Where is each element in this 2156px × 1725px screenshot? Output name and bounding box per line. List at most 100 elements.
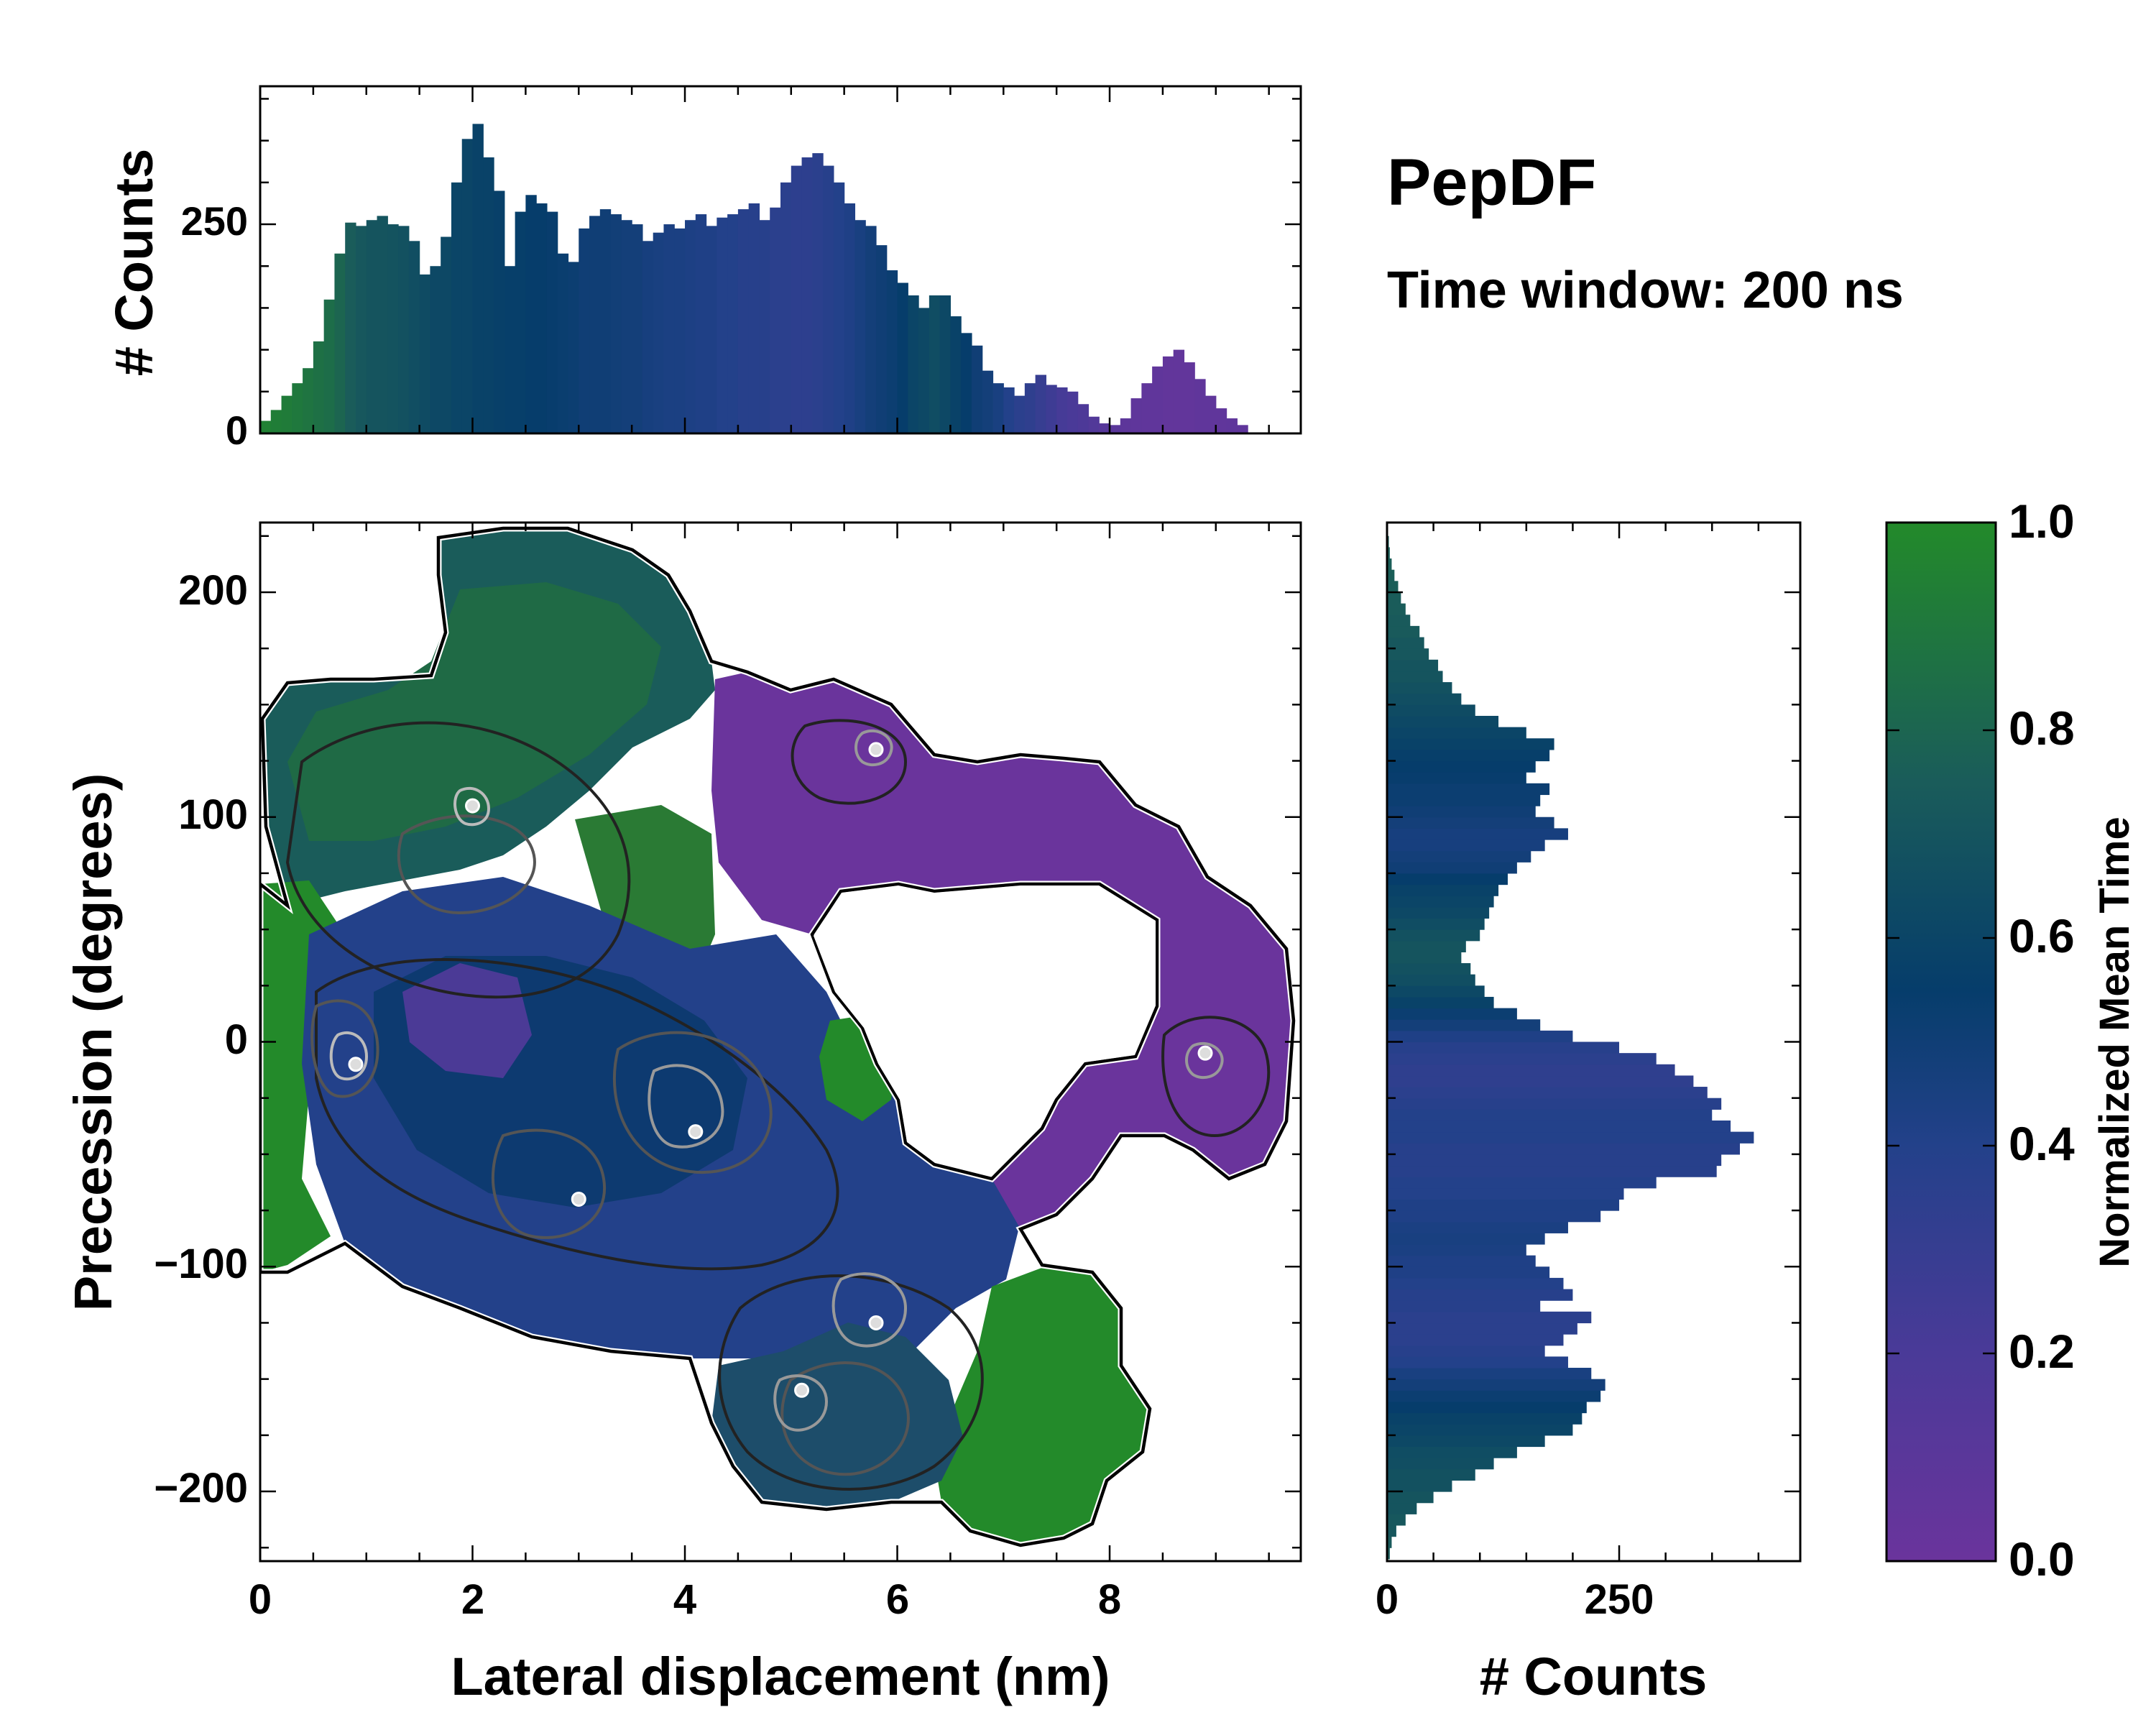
right-histogram-bar <box>1387 940 1466 952</box>
top-histogram-ticks <box>259 86 1301 435</box>
xtick-label-4: 4 <box>673 1576 696 1623</box>
ytick-label-0: 0 <box>225 1016 248 1063</box>
density-peak-marker <box>1197 1045 1213 1061</box>
ytick-label-200: 200 <box>178 567 248 614</box>
top-histogram-bar <box>451 182 463 433</box>
right-histogram-bar <box>1387 1322 1577 1335</box>
right-histogram-bar <box>1387 1345 1545 1357</box>
top-histogram-bar <box>971 345 983 433</box>
right-histogram-bar <box>1387 1120 1731 1133</box>
top-histogram-bar <box>865 226 877 433</box>
colorbar-tick-0.8: 0.8 <box>2009 702 2075 755</box>
region-upper-left-darkgreen <box>287 582 661 841</box>
top-histogram-bar <box>1003 387 1015 433</box>
top-histogram-bar <box>515 211 526 433</box>
top-histogram-bar <box>1046 385 1057 433</box>
right-histogram-bar <box>1387 1368 1592 1380</box>
right-histogram-bar <box>1387 659 1439 672</box>
right-histogram-bar <box>1387 1064 1675 1077</box>
right-histogram-bar <box>1387 603 1406 615</box>
top-ytick-label-0: 0 <box>226 408 248 453</box>
top-histogram-bar <box>557 253 569 433</box>
right-histogram-bar <box>1387 1154 1722 1167</box>
right-histogram-bar <box>1387 693 1462 705</box>
right-histogram-bar <box>1387 963 1471 975</box>
right-histogram-bar <box>1387 952 1462 964</box>
right-histogram-bar <box>1387 1255 1536 1267</box>
empty-hole <box>814 886 1156 1177</box>
right-histogram: 0 250 # Counts <box>1376 521 1802 1706</box>
colorbar-tick-0.6: 0.6 <box>2009 909 2075 962</box>
right-histogram-bar <box>1387 1008 1517 1020</box>
right-histogram-bar <box>1387 581 1399 593</box>
top-histogram-bar <box>387 224 399 433</box>
top-histogram-bar <box>494 190 505 433</box>
top-histogram-bar <box>1194 379 1206 433</box>
right-histogram-bar <box>1387 671 1443 683</box>
top-histogram-bar <box>441 236 452 433</box>
right-histogram-bar <box>1387 1356 1568 1368</box>
top-histogram-bar <box>323 299 336 433</box>
region-lower-right-green <box>934 1265 1150 1545</box>
top-histogram-bar <box>1141 383 1153 433</box>
top-histogram-bar <box>599 209 612 433</box>
top-histogram-bar <box>568 262 579 433</box>
right-histogram-bar <box>1387 884 1499 896</box>
top-histogram-bar <box>610 214 622 433</box>
right-histogram-bar <box>1387 918 1485 930</box>
right-histogram-bar <box>1387 1143 1741 1155</box>
top-histogram-bar <box>1205 395 1217 433</box>
colorbar-tick-0.4: 0.4 <box>2009 1117 2075 1170</box>
top-histogram-bar <box>1099 423 1110 433</box>
top-histogram-bar <box>408 241 420 433</box>
top-histogram-bar <box>833 182 845 433</box>
top-histogram-bar <box>663 224 675 433</box>
xtick-label-2: 2 <box>461 1576 484 1623</box>
region-green-middle <box>575 805 715 978</box>
heatmap-regions <box>260 528 1294 1545</box>
top-histogram-bar <box>897 282 908 433</box>
top-histogram-bar <box>1173 349 1185 433</box>
top-histogram-bar <box>1120 418 1132 433</box>
colorbar-tick-0.2: 0.2 <box>2009 1325 2075 1378</box>
top-histogram-bar <box>950 316 962 433</box>
right-histogram-bar <box>1387 1075 1694 1087</box>
top-histogram-bar <box>992 383 1004 433</box>
main-ticks <box>259 523 1301 1561</box>
right-histogram-bar <box>1387 1187 1624 1200</box>
right-histogram-bar <box>1387 1446 1517 1458</box>
right-histogram-bar <box>1387 704 1475 717</box>
top-histogram-bar <box>292 383 303 433</box>
right-histogram-bar <box>1387 1087 1708 1099</box>
main-xtick-labels: 0 2 4 6 8 <box>249 1576 1121 1623</box>
density-peak-marker <box>465 798 481 814</box>
right-histogram-bar <box>1387 1311 1592 1324</box>
top-histogram-bar <box>875 245 888 433</box>
main-ytick-labels: −200 −100 0 100 200 <box>154 567 248 1512</box>
right-histogram-bar <box>1387 1041 1620 1054</box>
top-histogram-bar <box>939 295 952 433</box>
right-histogram-bar <box>1387 615 1411 627</box>
top-histogram-bar <box>1014 395 1026 433</box>
colorbar: 0.0 0.2 0.4 0.6 0.8 1.0 Normalized Mean … <box>1885 494 2138 1586</box>
top-histogram-bar <box>461 139 474 434</box>
colorbar-label: Normalized Mean Time <box>2091 816 2138 1267</box>
right-histogram-bar <box>1387 1233 1545 1245</box>
top-histogram-frame <box>259 85 1302 435</box>
contour-inner-5 <box>453 786 491 827</box>
top-histogram-bar <box>854 220 866 433</box>
contour-outer-3 <box>718 1274 984 1491</box>
top-histogram-bar <box>685 220 696 433</box>
right-histogram-bar <box>1387 1547 1390 1560</box>
density-peak-marker <box>571 1191 586 1207</box>
top-histogram-bars <box>260 124 1248 434</box>
top-histogram-bar <box>1130 398 1142 433</box>
right-histogram-bar <box>1387 1199 1620 1211</box>
right-histogram-bar <box>1387 772 1526 784</box>
top-histogram-bar <box>918 308 930 433</box>
right-histogram-bar <box>1387 1300 1541 1312</box>
right-histogram-bar <box>1387 1424 1573 1436</box>
contour-inner-3 <box>773 1374 829 1432</box>
main-xlabel: Lateral displacement (nm) <box>451 1647 1110 1706</box>
top-histogram-bar <box>1077 404 1089 433</box>
